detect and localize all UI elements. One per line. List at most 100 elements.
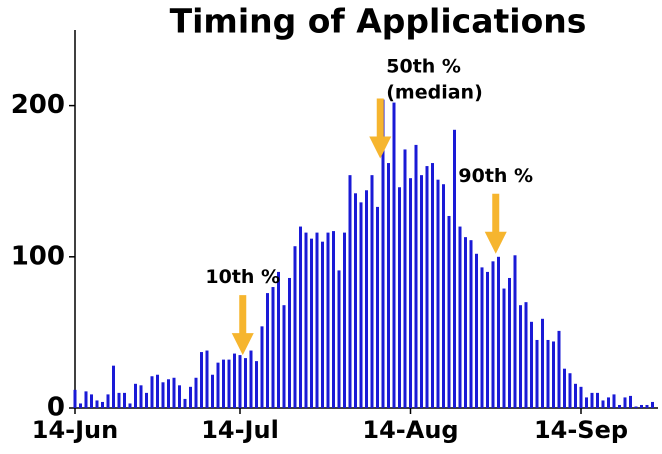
bar	[365, 190, 368, 408]
bar	[354, 193, 357, 408]
bar	[156, 374, 159, 408]
bar	[579, 386, 583, 408]
bar	[299, 226, 302, 408]
bar	[464, 237, 467, 408]
bar	[486, 271, 489, 408]
annotation-text: 90th %	[458, 165, 533, 187]
bar	[90, 394, 93, 408]
bar	[282, 305, 286, 408]
annotation-text: (median)	[386, 82, 483, 104]
annotation-arrow	[484, 193, 507, 254]
bar	[502, 288, 506, 408]
bar	[480, 267, 484, 408]
bar	[634, 406, 638, 408]
bar	[431, 163, 434, 408]
bar	[590, 392, 594, 408]
bar	[508, 277, 511, 408]
bar	[260, 326, 264, 408]
y-tick-label: 200	[11, 90, 65, 120]
chart-title: Timing of Applications	[170, 2, 587, 41]
bar	[458, 226, 462, 408]
x-tick-label: 14-Aug	[362, 416, 458, 444]
bar	[277, 271, 280, 408]
bar	[112, 365, 115, 408]
bar	[194, 377, 198, 408]
bar	[568, 373, 572, 408]
bar	[530, 321, 533, 408]
bar	[266, 293, 269, 408]
bar	[442, 184, 445, 408]
bar	[574, 383, 577, 408]
bar	[398, 187, 401, 408]
bar	[288, 277, 291, 408]
bar	[563, 368, 566, 408]
x-tick-label: 14-Sep	[534, 416, 628, 444]
bar	[376, 206, 379, 408]
bar	[216, 362, 220, 408]
bar	[585, 397, 588, 408]
bar	[359, 202, 363, 408]
bar	[535, 339, 539, 408]
annotation-text: 10th %	[205, 266, 280, 288]
bar	[475, 253, 478, 408]
x-tick-label: 14-Jul	[201, 416, 279, 444]
bar	[403, 149, 407, 408]
bar	[392, 102, 396, 409]
bar	[106, 394, 110, 408]
bar	[541, 318, 544, 408]
bar	[79, 403, 82, 408]
bar	[524, 302, 528, 408]
annotation-arrow	[369, 98, 392, 159]
bar	[271, 287, 275, 408]
bar	[436, 179, 440, 408]
bar	[337, 270, 341, 408]
bar	[387, 163, 390, 408]
bar	[183, 398, 187, 408]
bar	[469, 240, 473, 408]
bar	[618, 404, 621, 408]
bar	[211, 374, 214, 408]
bar	[552, 341, 555, 408]
bar	[645, 404, 649, 408]
bar	[255, 361, 258, 408]
bar	[623, 397, 627, 408]
bar	[491, 261, 495, 408]
bar	[640, 404, 643, 408]
bar	[420, 175, 423, 408]
bar	[233, 353, 236, 408]
bar	[453, 129, 456, 409]
bar	[222, 359, 225, 408]
bar	[332, 231, 335, 408]
bar	[139, 385, 143, 408]
bar	[321, 241, 324, 408]
bar	[629, 395, 632, 408]
bar	[123, 392, 126, 408]
bar	[161, 382, 165, 408]
bar	[101, 401, 104, 408]
bar	[607, 397, 610, 408]
bar	[409, 178, 412, 408]
bar	[134, 383, 137, 408]
bar	[497, 256, 500, 408]
bar	[249, 350, 253, 408]
bar	[117, 392, 121, 408]
bar	[293, 246, 297, 408]
bar	[519, 305, 522, 408]
bar	[326, 232, 330, 408]
bar	[227, 359, 231, 408]
bar	[238, 355, 242, 408]
annotation-text: 50th %	[386, 56, 461, 78]
bar	[310, 238, 313, 408]
bar	[200, 352, 203, 408]
bar	[596, 392, 599, 408]
bar	[414, 144, 418, 409]
bar	[348, 175, 352, 408]
bar	[425, 166, 429, 408]
x-tick-label: 14-Jun	[32, 416, 118, 444]
bar	[205, 350, 209, 408]
bar	[651, 401, 654, 408]
annotation-arrow	[231, 295, 254, 356]
y-tick-label: 0	[47, 393, 65, 423]
